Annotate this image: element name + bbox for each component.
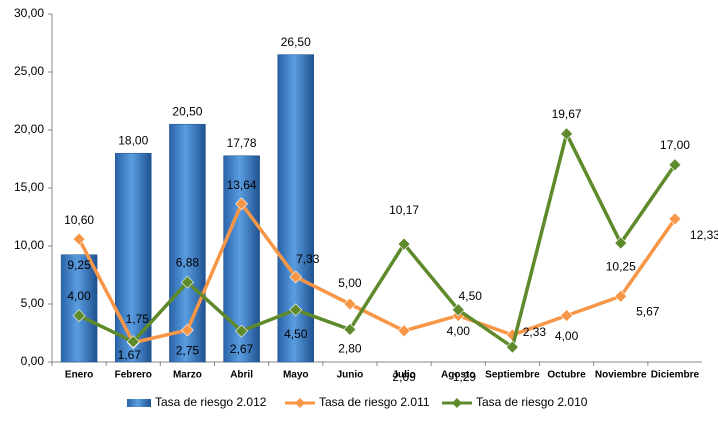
data-label: 5,67: [636, 304, 660, 318]
x-tick-label: Enero: [65, 370, 93, 381]
x-tick-label: Junio: [337, 370, 364, 381]
y-tick-label: 5,00: [21, 296, 45, 310]
data-label: 5,00: [338, 276, 362, 290]
x-tick-label: Febrero: [115, 370, 152, 381]
data-label: 10,17: [389, 203, 419, 217]
legend-label: Tasa de riesgo 2.012: [155, 395, 267, 409]
legend-marker: [295, 398, 305, 408]
y-tick-label: 15,00: [14, 180, 44, 194]
data-label: 2,69: [392, 370, 416, 384]
marker: [126, 335, 140, 349]
line: [77, 202, 677, 345]
y-tick-label: 0,00: [21, 354, 45, 368]
marker: [397, 324, 411, 338]
y-tick-label: 25,00: [14, 64, 44, 78]
x-tick-label: Noviembre: [595, 370, 647, 381]
y-tick-label: 30,00: [14, 6, 44, 20]
marker: [451, 303, 465, 317]
x-tick-label: Mayo: [283, 370, 309, 381]
marker: [72, 309, 86, 323]
x-tick-label: Diciembre: [651, 370, 700, 381]
data-label: 9,25: [67, 258, 91, 272]
data-label: 4,00: [67, 289, 91, 303]
data-label: 1,67: [118, 348, 142, 362]
data-label: 4,00: [555, 329, 579, 343]
bar: [169, 123, 206, 363]
marker: [397, 237, 411, 251]
data-label: 2,80: [338, 342, 362, 356]
data-label: 10,60: [64, 213, 94, 227]
x-tick-label: Julio: [392, 370, 415, 381]
marker: [668, 158, 682, 172]
data-label: 6,88: [176, 255, 200, 269]
data-label: 4,50: [459, 289, 483, 303]
data-label: 4,00: [447, 324, 471, 338]
data-label: 19,67: [552, 107, 582, 121]
x-tick-label: Abril: [230, 370, 253, 381]
data-label: 7,33: [296, 252, 320, 266]
data-label: 17,78: [227, 136, 257, 150]
marker: [235, 197, 249, 211]
marker: [180, 275, 194, 289]
marker: [72, 232, 86, 246]
marker: [668, 212, 682, 226]
x-tick-label: Marzo: [173, 370, 202, 381]
data-label: 18,00: [118, 133, 148, 147]
data-label: 12,33: [690, 228, 718, 242]
legend-marker: [452, 398, 462, 408]
data-label: 26,50: [281, 35, 311, 49]
x-tick-label: Agosto: [441, 370, 475, 381]
legend-label: Tasa de riesgo 2.010: [476, 395, 588, 409]
marker: [180, 323, 194, 337]
data-label: 17,00: [660, 138, 690, 152]
data-label: 2,67: [230, 342, 254, 356]
marker: [289, 303, 303, 317]
marker: [235, 324, 249, 338]
marker: [343, 323, 357, 336]
marker: [505, 340, 519, 354]
x-tick-label: Octubre: [547, 370, 586, 381]
marker: [343, 297, 357, 311]
data-label: 10,25: [606, 259, 636, 273]
x-tick-label: Septiembre: [485, 370, 540, 381]
data-label: 2,33: [523, 325, 547, 339]
data-label: 1,29: [453, 370, 477, 384]
data-label: 2,75: [176, 343, 200, 357]
data-label: 13,64: [227, 178, 257, 192]
bar: [115, 152, 152, 363]
legend-swatch: [127, 399, 151, 407]
marker: [614, 236, 628, 250]
y-tick-label: 20,00: [14, 122, 44, 136]
bar: [60, 254, 98, 363]
y-tick-label: 10,00: [14, 238, 44, 252]
marker: [560, 309, 574, 323]
marker: [614, 289, 628, 303]
data-label: 20,50: [172, 104, 202, 118]
data-label: 1,75: [126, 312, 150, 326]
data-label: 4,50: [284, 327, 308, 341]
legend-label: Tasa de riesgo 2.011: [319, 395, 430, 409]
marker: [289, 270, 303, 284]
line: [78, 132, 677, 349]
marker: [560, 127, 574, 141]
